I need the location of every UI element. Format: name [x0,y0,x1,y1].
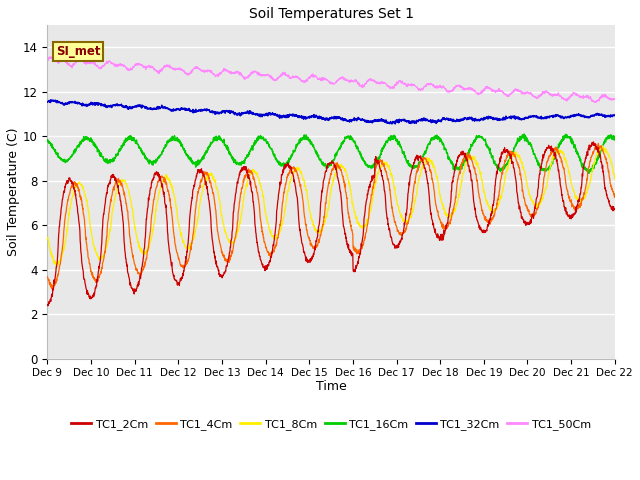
Text: SI_met: SI_met [56,45,100,58]
X-axis label: Time: Time [316,380,346,393]
Title: Soil Temperatures Set 1: Soil Temperatures Set 1 [248,7,413,21]
Legend: TC1_2Cm, TC1_4Cm, TC1_8Cm, TC1_16Cm, TC1_32Cm, TC1_50Cm: TC1_2Cm, TC1_4Cm, TC1_8Cm, TC1_16Cm, TC1… [67,414,595,434]
Y-axis label: Soil Temperature (C): Soil Temperature (C) [7,128,20,256]
